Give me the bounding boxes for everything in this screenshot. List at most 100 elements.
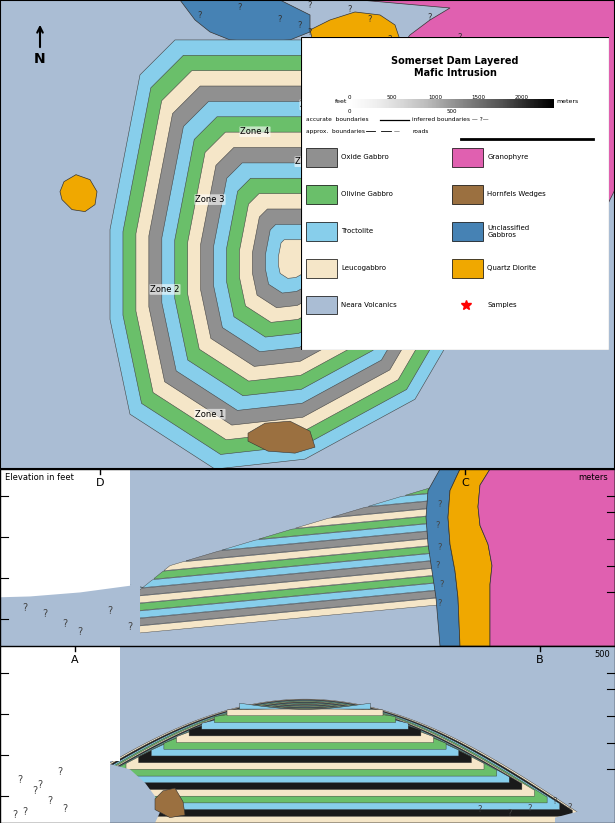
Polygon shape <box>226 179 352 337</box>
Text: ?: ? <box>57 767 63 777</box>
Bar <box>306 148 337 167</box>
Text: 0: 0 <box>347 95 351 100</box>
Text: ?: ? <box>553 797 557 807</box>
Bar <box>452 258 483 277</box>
Text: ?: ? <box>17 774 23 785</box>
Polygon shape <box>38 700 573 816</box>
Text: ?: ? <box>12 810 18 820</box>
Text: ?: ? <box>438 500 442 509</box>
Polygon shape <box>154 541 490 579</box>
Polygon shape <box>63 701 547 803</box>
Polygon shape <box>296 504 486 528</box>
Text: 500: 500 <box>387 95 397 100</box>
Bar <box>0 646 120 761</box>
Text: Neara Volcanics: Neara Volcanics <box>341 302 397 308</box>
Polygon shape <box>213 163 363 351</box>
Text: Zone 2: Zone 2 <box>150 285 180 294</box>
Polygon shape <box>126 704 484 770</box>
Polygon shape <box>188 133 385 381</box>
Polygon shape <box>175 117 395 396</box>
Text: feet: feet <box>335 99 347 104</box>
Polygon shape <box>164 533 490 570</box>
Polygon shape <box>202 708 408 729</box>
Polygon shape <box>266 225 320 293</box>
Text: Zone 5: Zone 5 <box>295 157 325 166</box>
Text: ?: ? <box>77 627 82 637</box>
Polygon shape <box>101 703 509 783</box>
Polygon shape <box>239 193 341 323</box>
Text: ?: ? <box>546 235 550 244</box>
Bar <box>452 222 483 240</box>
Text: ?: ? <box>436 521 440 530</box>
Text: ?: ? <box>42 608 47 619</box>
Text: 0: 0 <box>347 109 351 114</box>
Polygon shape <box>448 469 492 646</box>
Text: ?: ? <box>347 5 352 14</box>
Text: ?: ? <box>387 35 392 44</box>
Text: 2000: 2000 <box>514 95 528 100</box>
Polygon shape <box>177 706 434 742</box>
Text: ?: ? <box>22 603 28 613</box>
Polygon shape <box>555 796 615 823</box>
Text: ?: ? <box>458 33 462 42</box>
Text: meters: meters <box>557 99 579 104</box>
Bar <box>306 222 337 240</box>
Polygon shape <box>279 239 309 278</box>
Text: 500: 500 <box>446 109 458 114</box>
Text: A: A <box>71 655 79 666</box>
Text: ?: ? <box>548 258 552 267</box>
Text: Samples: Samples <box>488 302 517 308</box>
Text: ?: ? <box>238 3 242 12</box>
Polygon shape <box>50 700 560 810</box>
Text: —: — <box>394 129 400 134</box>
Polygon shape <box>88 702 522 789</box>
Text: inferred boundaries — ?—: inferred boundaries — ?— <box>412 118 489 123</box>
Polygon shape <box>0 548 490 601</box>
Polygon shape <box>331 499 471 518</box>
Text: N: N <box>34 52 46 66</box>
Polygon shape <box>76 701 534 796</box>
Text: 1000: 1000 <box>428 95 442 100</box>
Text: Hornfels Wedges: Hornfels Wedges <box>488 191 546 198</box>
Text: ?: ? <box>298 21 302 30</box>
Polygon shape <box>25 700 585 823</box>
Polygon shape <box>0 593 490 646</box>
Text: Elevation in feet: Elevation in feet <box>5 473 74 482</box>
Text: Oxide Gabbro: Oxide Gabbro <box>341 155 389 160</box>
Text: ?: ? <box>543 281 547 290</box>
Polygon shape <box>368 493 454 506</box>
Polygon shape <box>0 579 490 631</box>
Text: approx.  boundaries: approx. boundaries <box>306 129 365 134</box>
Text: Leucogabbro: Leucogabbro <box>341 265 386 271</box>
Text: ?: ? <box>528 163 532 172</box>
Text: 1500: 1500 <box>471 95 485 100</box>
Polygon shape <box>0 570 490 624</box>
Polygon shape <box>113 704 497 776</box>
Text: D: D <box>96 478 105 489</box>
Polygon shape <box>123 55 439 454</box>
Text: ?: ? <box>63 804 68 814</box>
Text: Somerset Dam Layered
Mafic Intrusion: Somerset Dam Layered Mafic Intrusion <box>391 56 519 78</box>
Text: Quartz Diorite: Quartz Diorite <box>488 265 536 271</box>
Polygon shape <box>151 705 459 756</box>
Bar <box>0 760 110 823</box>
Text: accurate  boundaries: accurate boundaries <box>306 118 368 123</box>
Polygon shape <box>310 12 400 58</box>
Polygon shape <box>136 71 428 439</box>
Text: ?: ? <box>308 28 312 37</box>
Text: ?: ? <box>38 780 42 790</box>
Text: ?: ? <box>428 13 432 22</box>
Text: ?: ? <box>33 785 38 796</box>
Text: ?: ? <box>438 599 442 608</box>
Polygon shape <box>155 788 185 817</box>
Polygon shape <box>252 209 331 308</box>
Polygon shape <box>222 518 490 550</box>
Text: meters: meters <box>578 473 608 482</box>
Text: Somerset Dam: Somerset Dam <box>489 235 551 244</box>
Polygon shape <box>149 86 418 425</box>
Polygon shape <box>0 563 490 616</box>
Bar <box>306 295 337 314</box>
Polygon shape <box>215 708 395 723</box>
Text: ?: ? <box>108 606 113 616</box>
Polygon shape <box>405 488 440 495</box>
